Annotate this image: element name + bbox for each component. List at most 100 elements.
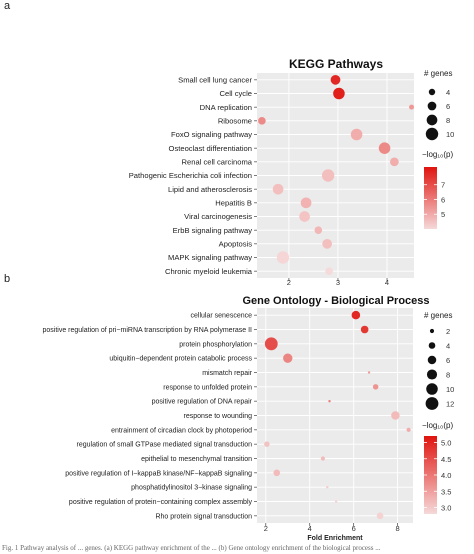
- chart2-category-label: Rho protein signal transduction: [155, 513, 252, 520]
- chart1-color-legend-label: 7: [441, 181, 445, 190]
- chart2-xaxis-label: Fold Enrichment: [307, 535, 363, 542]
- chart2-category-label: mismatch repair: [202, 370, 252, 377]
- chart1-category-label: Hepatitis B: [215, 198, 252, 207]
- chart1-size-legend-label: 6: [446, 102, 450, 111]
- chart1-size-legend-dot: [425, 127, 439, 141]
- chart1-size-legend-title: # genes: [424, 69, 452, 78]
- chart2-point: [283, 353, 293, 363]
- chart1-xtick-label: 3: [336, 278, 340, 287]
- chart1-category-label: Renal cell carcinoma: [182, 157, 253, 166]
- chart1-category-label: Ribosome: [218, 116, 252, 125]
- chart2-category-label: phosphatidylinositol 3−kinase signaling: [131, 485, 252, 492]
- chart1-point: [409, 104, 415, 110]
- chart2-category-label: positive regulation of protein−containin…: [69, 499, 253, 506]
- chart1-point: [333, 87, 345, 100]
- chart2-color-legend-label: 3.0: [441, 504, 451, 513]
- chart2-size-legend-dot: [428, 342, 436, 349]
- chart1-point: [276, 251, 290, 264]
- chart1-point: [322, 238, 333, 249]
- chart2-size-legend-dot: [425, 397, 439, 410]
- chart2-point: [372, 384, 379, 390]
- chart2-xtick-label: 4: [308, 524, 312, 533]
- chart2-point: [376, 512, 384, 520]
- chart2-category-label: positive regulation of I−kappaB kinase/N…: [65, 470, 252, 477]
- chart1-point: [325, 267, 333, 275]
- chart2-xtick-label: 6: [352, 524, 356, 533]
- chart1-point: [299, 211, 310, 222]
- chart2-point: [367, 371, 371, 374]
- chart2-point: [334, 500, 338, 503]
- chart2-point: [406, 427, 411, 432]
- chart2-color-legend-label: 4.0: [441, 471, 451, 480]
- chart2-color-legend-label: 5.0: [441, 439, 451, 448]
- panel-label-b: b: [4, 273, 11, 285]
- chart1-point: [272, 183, 284, 195]
- chart2-size-legend-dot: [426, 383, 438, 395]
- chart2-point: [391, 411, 400, 420]
- chart2-point: [351, 310, 361, 320]
- chart2-category-label: entrainment of circadian clock by photop…: [111, 427, 252, 434]
- chart2: Gene Ontology - Biological Process cellul…: [42, 295, 454, 542]
- chart1-category-label: Pathogenic Escherichia coli infection: [129, 171, 252, 180]
- chart1-category-label: Small cell lung cancer: [178, 75, 252, 84]
- chart2-category-label: protein phosphorylation: [179, 341, 252, 348]
- chart2-point: [273, 469, 281, 477]
- chart2-point: [320, 456, 325, 461]
- chart2-size-legend-label: 8: [446, 371, 450, 380]
- chart2-point: [328, 399, 331, 403]
- chart2-category-label: cellular senescence: [191, 313, 253, 320]
- chart1-color-legend-label: 6: [441, 195, 445, 204]
- chart2-size-legend-label: 12: [446, 400, 454, 409]
- chart2-category-label: positive regulation of pri−miRNA transcr…: [42, 327, 252, 334]
- chart1-xtick-label: 2: [287, 278, 291, 287]
- chart1-category-label: Cell cycle: [220, 89, 253, 98]
- chart1-size-legend-dot: [427, 101, 437, 111]
- chart2-color-legend-label: 3.5: [441, 487, 451, 496]
- chart1-point: [314, 226, 323, 234]
- chart2-point: [360, 325, 369, 334]
- chart2-size-legend-label: 4: [446, 342, 450, 351]
- chart1-size-legend-dot: [428, 88, 436, 96]
- chart1-point: [300, 197, 312, 209]
- chart1-category-label: MAPK signaling pathway: [168, 253, 252, 262]
- chart1-size-legend-label: 10: [446, 130, 454, 139]
- chart1-size-legend-label: 4: [446, 88, 450, 97]
- chart1-color-bar: [424, 167, 437, 229]
- chart2-xtick-label: 8: [396, 524, 400, 533]
- chart1-point: [321, 169, 335, 182]
- chart1-category-label: Viral carcinogenesis: [184, 212, 252, 221]
- chart2-color-legend-label: 4.5: [441, 455, 451, 464]
- chart1-category-label: Lipid and atherosclerosis: [168, 185, 252, 194]
- chart1-point: [378, 142, 391, 154]
- chart2-size-legend-label: 2: [446, 327, 450, 336]
- chart1-size-legend-label: 8: [446, 116, 450, 125]
- chart2-color-legend-title: −log₁₀(p): [422, 421, 453, 430]
- chart2-point: [264, 441, 270, 447]
- chart1-color-legend-label: 5: [441, 210, 445, 219]
- chart1-category-label: DNA replication: [200, 103, 252, 112]
- chart1-xtick-label: 4: [385, 278, 389, 287]
- chart2-xtick-label: 2: [264, 524, 268, 533]
- chart1-color-legend-title: −log₁₀(p): [422, 150, 453, 159]
- chart2-size-legend-title: # genes: [424, 311, 452, 320]
- chart2-category-label: regulation of small GTPase mediated sign…: [77, 442, 253, 449]
- panel-label-a: a: [4, 0, 11, 12]
- chart1-title: KEGG Pathways: [289, 57, 383, 71]
- chart1-size-legend-dot: [426, 114, 438, 126]
- chart2-size-legend-dot: [427, 355, 437, 365]
- chart1-point: [350, 128, 363, 141]
- chart1-point: [258, 117, 266, 125]
- chart1: KEGG Pathways Small cell lung cancer Cell …: [129, 57, 455, 287]
- chart2-category-label: epithelial to mesenchymal transition: [141, 456, 252, 463]
- chart2-size-legend-label: 10: [446, 385, 454, 394]
- chart1-point: [390, 157, 399, 167]
- chart1-point: [330, 74, 341, 85]
- chart2-point: [326, 485, 329, 489]
- chart2-category-label: ubiquitin−dependent protein catabolic pr…: [109, 356, 252, 363]
- chart2-size-legend-label: 6: [446, 356, 450, 365]
- chart2-color-bar: [424, 436, 437, 514]
- chart2-category-label: response to wounding: [184, 413, 253, 420]
- chart1-category-label: FoxO signaling pathway: [171, 130, 252, 139]
- chart2-point: [264, 337, 278, 351]
